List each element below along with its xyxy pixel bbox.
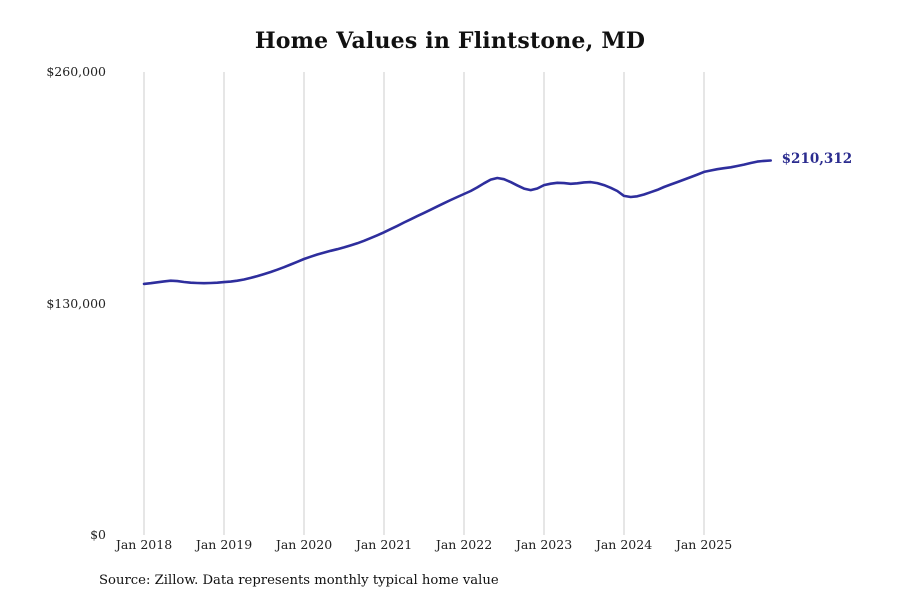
x-axis-tick-label: Jan 2023 bbox=[515, 537, 573, 552]
x-axis-tick-label: Jan 2018 bbox=[115, 537, 173, 552]
x-axis-tick-label: Jan 2019 bbox=[195, 537, 253, 552]
y-axis-tick-label: $0 bbox=[90, 527, 106, 542]
y-axis-tick-label: $130,000 bbox=[46, 295, 106, 311]
x-axis-tick-label: Jan 2020 bbox=[275, 537, 333, 552]
y-axis-tick-label: $260,000 bbox=[46, 64, 106, 79]
x-axis-tick-label: Jan 2025 bbox=[675, 537, 733, 552]
x-axis: Jan 2018 Jan 2019 Jan 2020 Jan 2021 Jan 2022… bbox=[0, 537, 900, 557]
chart-title: Home Values in Flintstone, MD bbox=[254, 28, 646, 54]
x-axis-tick-label: Jan 2022 bbox=[435, 537, 493, 552]
latest-value-label: $210,312 bbox=[781, 151, 853, 168]
x-axis-tick-label: Jan 2021 bbox=[355, 537, 413, 552]
home-value-line bbox=[142, 159, 773, 286]
y-axis: $260,000 $130,000 $0 bbox=[0, 0, 106, 600]
x-axis-tick-label: Jan 2024 bbox=[595, 537, 653, 552]
source-note: Source: Zillow. Data represents monthly … bbox=[99, 573, 499, 588]
